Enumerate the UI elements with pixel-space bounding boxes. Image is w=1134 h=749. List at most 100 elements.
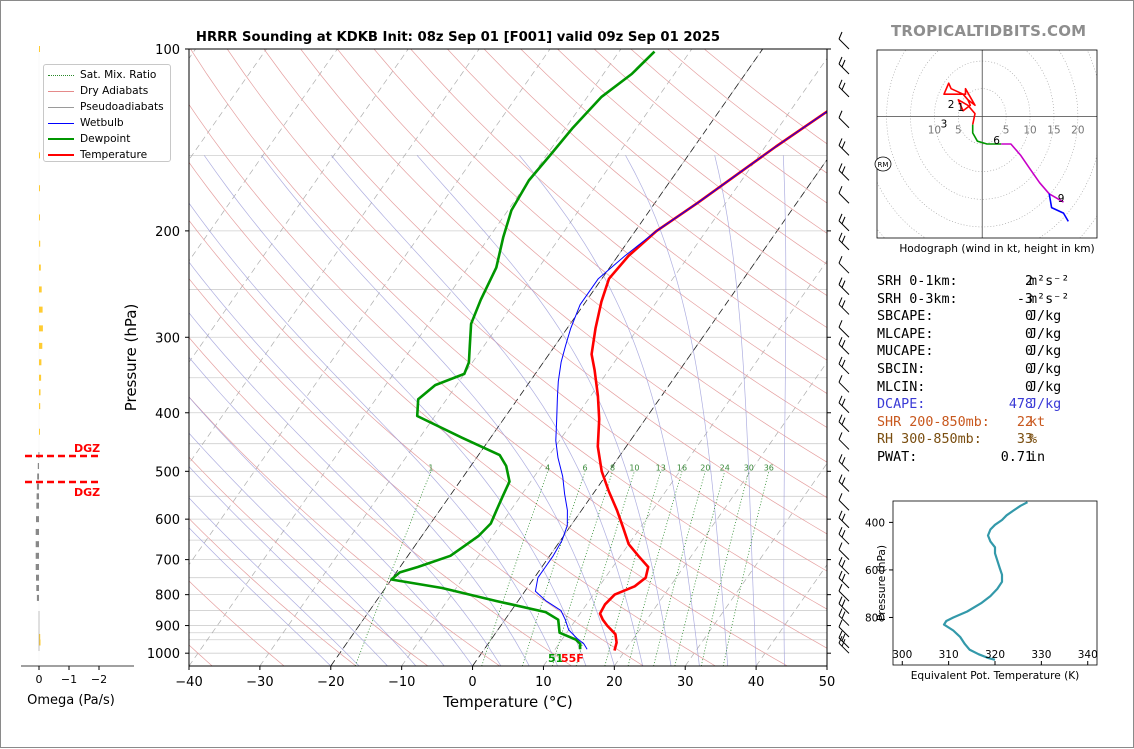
moist-adiabat <box>331 155 644 666</box>
mixing-ratio-line <box>481 471 549 666</box>
omega-bar <box>39 403 41 410</box>
wind-barb <box>838 163 850 181</box>
wind-barb <box>838 138 850 156</box>
omega-axis-label: Omega (Pa/s) <box>27 693 115 708</box>
wind-barb-flag <box>841 82 846 91</box>
moist-adiabat <box>519 155 700 666</box>
param-row: MUCAPE: 0 J/kg <box>877 343 1107 361</box>
omega-bar <box>35 528 39 535</box>
dry-adiabat <box>189 219 716 666</box>
wind-barb-flag <box>838 630 843 639</box>
wind-barb <box>838 414 850 433</box>
wind-barb-shaft <box>838 326 850 338</box>
isotherm <box>259 49 693 666</box>
omega-bar <box>36 585 39 592</box>
hodograph-tick-label: 10 <box>928 124 941 136</box>
y-tick-label: 100 <box>155 43 180 58</box>
y-tick-label: 500 <box>155 465 180 480</box>
wind-barb-flag <box>841 280 846 288</box>
moist-adiabat <box>625 155 729 666</box>
wind-barb-shaft <box>838 517 850 529</box>
dry-adiabat <box>190 49 827 610</box>
wind-barb-flag <box>838 213 843 222</box>
isotherm-highlight <box>472 158 827 666</box>
wind-barb <box>838 454 850 472</box>
wind-barb-flag <box>841 417 846 425</box>
mixing-ratio-line <box>627 471 683 666</box>
wind-barb-shaft <box>838 533 850 545</box>
theta-e-y-tick-label: 800 <box>865 612 885 624</box>
param-label: RH 300-850mb: <box>877 432 982 448</box>
x-tick-label: −40 <box>175 675 202 690</box>
moist-adiabat <box>189 497 360 666</box>
param-value: 0 <box>1024 326 1033 342</box>
wind-barb <box>838 320 850 338</box>
wind-barb-flag <box>841 340 846 348</box>
mixing-ratio-label: 30 <box>744 463 754 472</box>
x-axis-label: Temperature (°C) <box>442 693 572 711</box>
wind-barb-flag <box>838 56 843 65</box>
dgz-label-bottom: DGZ <box>74 486 100 499</box>
wind-barb-shaft <box>838 63 850 75</box>
param-value: 0 <box>1024 361 1033 377</box>
omega-bar <box>39 185 40 192</box>
param-unit: m²s⁻² <box>1029 274 1070 289</box>
theta-e-x-tick-label: 330 <box>1031 649 1051 661</box>
wind-barb-flag <box>838 297 843 305</box>
wind-barb-flag <box>841 59 846 68</box>
hodograph-trace <box>971 124 1002 145</box>
parameters-panel: SRH 0-1km: 2 m²s⁻² SRH 0-3km: -3 m²s⁻² SBCAPE:… <box>877 273 1107 467</box>
dry-adiabat <box>483 49 827 329</box>
param-label: MUCAPE: <box>877 344 934 360</box>
moist-adiabat <box>189 527 332 666</box>
wind-barb <box>838 31 850 50</box>
wind-barb-flag <box>841 359 846 368</box>
theta-e-y-tick-label: 400 <box>865 517 885 529</box>
wind-barb <box>838 395 850 414</box>
omega-bar <box>35 541 39 548</box>
mixing-ratio-label: 20 <box>700 463 710 472</box>
hodograph-height-label: 1 <box>957 102 964 114</box>
mixing-ratio-label: 6 <box>583 463 588 472</box>
omega-bar <box>39 374 42 381</box>
wind-barb-shaft <box>838 239 850 251</box>
wind-barb-flag <box>838 79 843 88</box>
x-tick-label: 0 <box>468 675 476 690</box>
wind-barb-flag <box>838 583 843 592</box>
wind-barb <box>838 493 850 511</box>
wind-barb-flag <box>841 216 846 225</box>
hodograph-height-label: 9 <box>1058 193 1065 205</box>
wind-barb-flag <box>838 186 843 194</box>
wind-barb <box>838 232 850 251</box>
isotherm <box>189 49 622 666</box>
wind-barb <box>838 542 850 560</box>
x-tick-label: 50 <box>819 675 836 690</box>
wind-barb <box>838 608 850 626</box>
wind-barb-shaft <box>838 590 850 602</box>
omega-tick-label: −2 <box>91 673 107 686</box>
param-unit: J/kg <box>1029 326 1062 342</box>
omega-bar <box>39 152 40 159</box>
omega-bar <box>39 286 42 293</box>
storm-motion-marker <box>874 156 892 172</box>
param-label: SBCAPE: <box>877 309 934 325</box>
profile-wetbulb <box>534 111 827 650</box>
y-tick-label: 700 <box>155 554 180 569</box>
param-unit: J/kg <box>1029 344 1062 360</box>
x-tick-label: 40 <box>748 675 765 690</box>
legend-item-temperature: Temperature <box>48 147 147 163</box>
param-label: PWAT: <box>877 449 918 465</box>
wind-barb-flag <box>841 513 846 521</box>
hodograph-tick-label: 15 <box>1047 124 1060 136</box>
wind-barb-shaft <box>838 603 850 614</box>
legend-item-pseudoadiabats: Pseudoadiabats <box>48 99 164 115</box>
wind-barb-shaft <box>838 481 850 492</box>
wind-barb-shaft <box>838 220 850 232</box>
wind-barb <box>838 356 850 375</box>
omega-bar <box>36 594 39 601</box>
hodograph-tick-label: 10 <box>1023 124 1036 136</box>
hodograph-height-label: 6 <box>993 135 1000 147</box>
theta-e-x-tick-label: 340 <box>1078 649 1098 661</box>
param-row: MLCIN: 0 J/kg <box>877 379 1107 397</box>
